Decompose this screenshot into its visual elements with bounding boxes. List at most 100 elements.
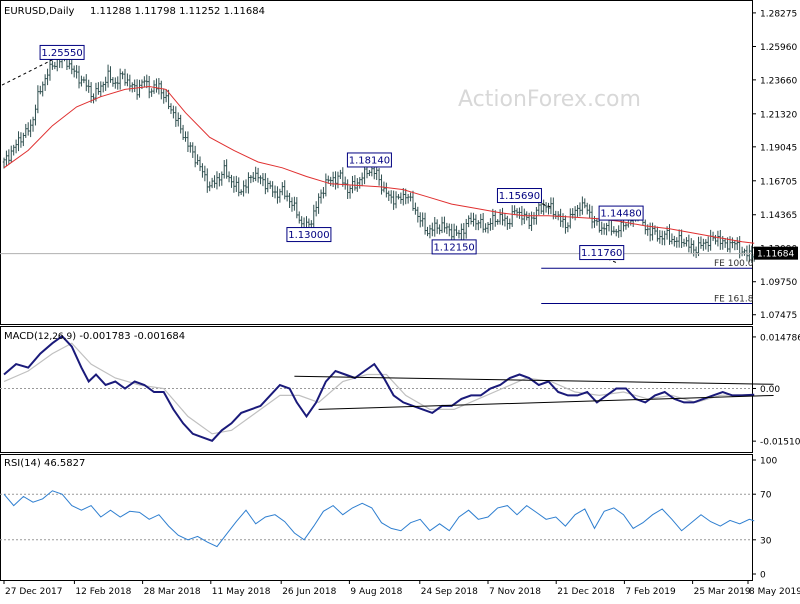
price-bar <box>177 112 180 127</box>
price-bar <box>269 180 272 189</box>
price-bar <box>702 238 705 251</box>
price-bar <box>506 215 509 230</box>
rsi-axis-label: 30 <box>760 536 772 546</box>
price-bar <box>481 212 485 233</box>
price-bar <box>218 173 221 187</box>
price-bar <box>511 205 514 227</box>
price-bar <box>477 220 480 231</box>
price-bar <box>85 74 88 92</box>
price-label-text: 1.14480 <box>600 209 641 220</box>
price-bar <box>19 132 23 148</box>
price-bar <box>733 240 737 251</box>
price-bar <box>462 222 465 240</box>
price-bar <box>281 182 284 196</box>
price-bar <box>728 236 732 253</box>
price-bar <box>690 238 693 254</box>
price-bar <box>24 123 27 138</box>
price-bar <box>89 82 93 103</box>
price-bar <box>605 222 608 236</box>
price-bar <box>169 103 173 114</box>
price-bar <box>196 154 199 166</box>
price-label-box <box>431 239 477 255</box>
price-bar <box>423 212 427 235</box>
price-bar <box>276 186 279 204</box>
price-bar <box>675 237 678 248</box>
price-bar <box>431 222 434 237</box>
price-bar <box>547 202 550 215</box>
price-bar <box>201 163 204 178</box>
price-bar <box>450 223 453 243</box>
price-label-box <box>496 188 542 204</box>
price-bar <box>104 76 107 91</box>
price-bar <box>704 239 707 250</box>
price-bar <box>72 65 76 78</box>
price-bar <box>223 159 226 179</box>
ohlc-readout: 1.11288 1.11798 1.11252 1.11684 <box>90 6 265 17</box>
price-bar <box>293 196 296 211</box>
price-bar <box>411 190 415 211</box>
price-bar <box>92 93 95 104</box>
macd-signal-line <box>3 342 755 435</box>
price-bar <box>385 182 388 198</box>
macd-line <box>3 334 755 442</box>
price-bar <box>685 237 688 247</box>
price-bar <box>162 88 165 104</box>
price-label-box <box>39 44 85 60</box>
price-bar <box>416 206 420 223</box>
price-bar <box>663 230 666 246</box>
price-bar <box>559 208 562 227</box>
price-bar <box>186 131 190 152</box>
price-bar <box>244 179 248 194</box>
price-bar <box>707 236 710 252</box>
price-bar <box>486 221 490 234</box>
rsi-axis: 100 70 30 0 <box>752 457 777 581</box>
price-bar <box>34 104 37 126</box>
price-bar <box>549 197 553 215</box>
price-bar <box>644 219 647 235</box>
price-bar <box>264 173 267 195</box>
price-bar <box>327 175 330 184</box>
price-axis-label: 1.23660 <box>760 76 797 86</box>
price-axis-label: 1.16705 <box>760 177 797 187</box>
macd-axis-label: 0.00 <box>760 385 780 395</box>
price-bar <box>443 216 446 233</box>
price-bar <box>133 79 136 93</box>
price-bar <box>460 223 463 240</box>
price-bar <box>36 85 40 114</box>
price-bar <box>174 106 178 127</box>
price-bar <box>743 248 746 256</box>
price-bar <box>409 192 412 202</box>
price-bar <box>573 206 577 221</box>
price-bar <box>46 68 49 86</box>
price-label: 1.11760 <box>579 245 625 261</box>
price-bar <box>474 214 478 231</box>
price-bar <box>298 211 301 224</box>
price-bar <box>583 198 586 209</box>
price-bar <box>239 189 243 195</box>
rsi-line <box>3 490 755 548</box>
price-bar <box>317 193 320 214</box>
price-bar <box>445 222 449 235</box>
price-axis-label: 1.07475 <box>760 311 797 321</box>
price-bar <box>143 76 146 88</box>
price-bar <box>661 230 664 246</box>
price-bar <box>31 116 35 132</box>
price-bar <box>206 168 209 193</box>
price-bar <box>515 208 519 218</box>
price-bar <box>111 77 115 87</box>
price-bar <box>314 201 318 217</box>
macd-axis-label: -0.015107 <box>760 438 800 448</box>
price-bar <box>344 176 347 190</box>
price-bar <box>414 202 417 215</box>
macd-plot <box>0 334 774 442</box>
price-bar <box>131 82 134 93</box>
price-bar <box>472 212 475 227</box>
price-bar <box>148 75 151 99</box>
price-bar <box>465 218 468 239</box>
price-bar <box>726 237 729 252</box>
current-price-tag <box>754 246 798 260</box>
price-bar <box>126 73 129 87</box>
price-bar <box>232 176 236 193</box>
